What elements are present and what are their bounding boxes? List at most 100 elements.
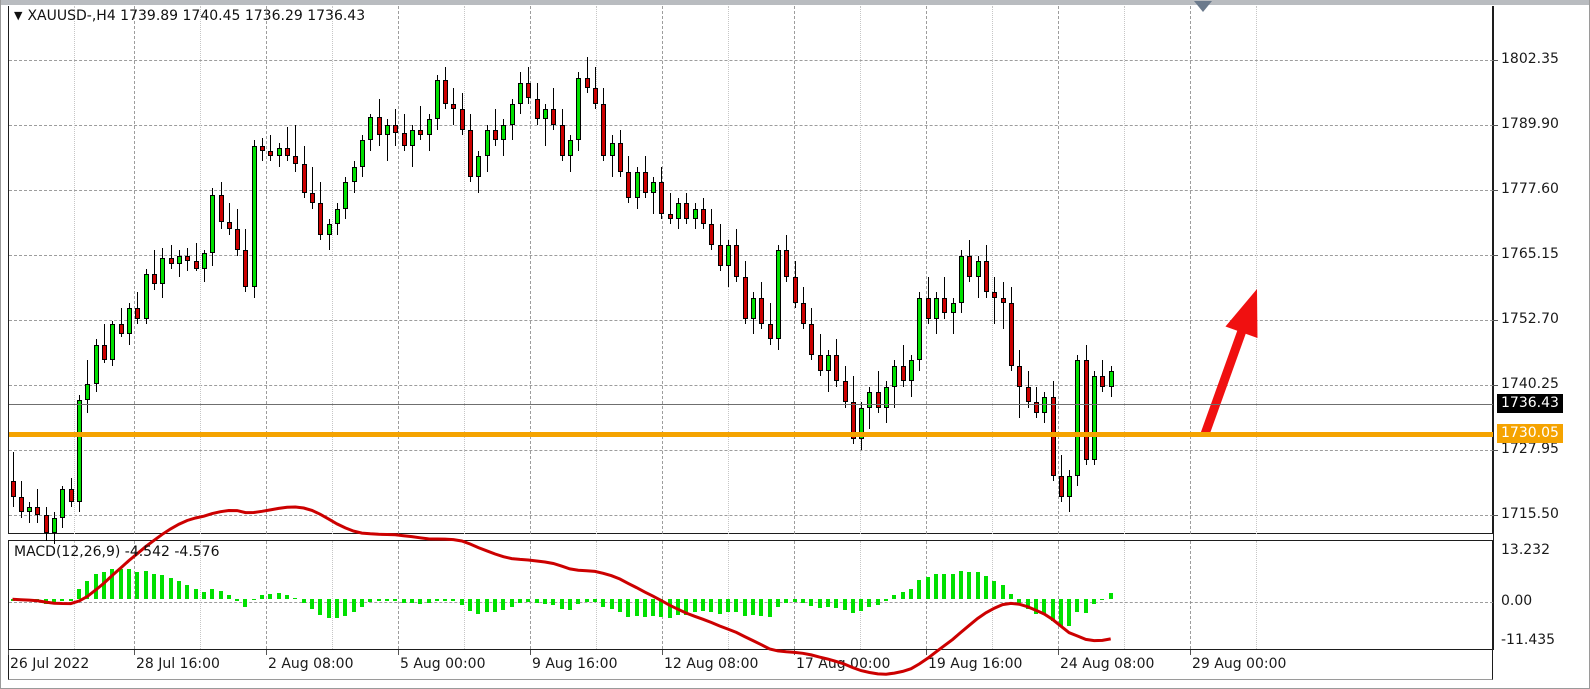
candle-bullish bbox=[510, 103, 515, 125]
time-gridline bbox=[1058, 6, 1059, 534]
candle-wick bbox=[587, 56, 588, 94]
candle-bearish bbox=[11, 480, 16, 497]
price-chart-panel[interactable] bbox=[8, 6, 1493, 534]
macd-histogram-bar bbox=[152, 573, 156, 600]
candle-wick bbox=[179, 250, 180, 277]
time-gridline-minor bbox=[860, 6, 861, 534]
candle-bearish bbox=[618, 143, 623, 172]
macd-histogram-bar bbox=[543, 599, 547, 604]
candle-bullish bbox=[518, 82, 523, 104]
chart-header: ▼ XAUUSD-,H4 1739.89 1740.45 1736.29 1736… bbox=[14, 8, 365, 24]
candle-bearish bbox=[626, 171, 631, 199]
macd-histogram-bar bbox=[1084, 599, 1088, 613]
macd-histogram-bar bbox=[102, 571, 106, 600]
time-axis-label: 29 Aug 00:00 bbox=[1192, 656, 1287, 672]
candle-bearish bbox=[1084, 360, 1089, 460]
candle-bearish bbox=[992, 292, 997, 298]
macd-histogram-bar bbox=[35, 599, 39, 603]
macd-histogram-bar bbox=[443, 599, 447, 601]
candle-bearish bbox=[718, 245, 723, 267]
macd-histogram-bar bbox=[1075, 599, 1079, 613]
candle-wick bbox=[287, 127, 288, 162]
macd-histogram-bar bbox=[393, 599, 397, 601]
candle-bearish bbox=[1001, 297, 1006, 303]
time-gridline-minor bbox=[332, 6, 333, 534]
candle-bearish bbox=[243, 250, 248, 288]
macd-histogram-bar bbox=[818, 599, 822, 609]
macd-histogram-bar bbox=[693, 599, 697, 613]
macd-histogram-bar bbox=[510, 599, 514, 607]
time-gridline-minor bbox=[464, 6, 465, 534]
macd-histogram-bar bbox=[435, 599, 439, 601]
candle-bearish bbox=[493, 129, 498, 141]
candle-bearish bbox=[984, 260, 989, 293]
candle-bearish bbox=[601, 103, 606, 157]
macd-histogram-bar bbox=[585, 599, 589, 602]
candle-bearish bbox=[784, 250, 789, 277]
macd-histogram-bar bbox=[11, 599, 15, 601]
price-axis[interactable]: 1802.35 1789.90 1777.60 1765.15 1752.70 1740.… bbox=[1493, 0, 1587, 689]
macd-axis-label: 13.232 bbox=[1501, 542, 1550, 558]
candle-bearish bbox=[185, 255, 190, 261]
macd-histogram-bar bbox=[476, 599, 480, 614]
time-axis-tick bbox=[8, 650, 9, 655]
macd-histogram-bar bbox=[659, 599, 663, 618]
chart-top-marker-icon[interactable] bbox=[1194, 1, 1212, 12]
candle-wick bbox=[670, 192, 671, 225]
macd-histogram-bar bbox=[268, 593, 272, 600]
macd-histogram-bar bbox=[851, 599, 855, 614]
candle-bearish bbox=[194, 260, 199, 269]
candle-bearish bbox=[643, 171, 648, 193]
price-axis-tick bbox=[1493, 515, 1498, 516]
macd-histogram-bar bbox=[743, 599, 747, 617]
time-axis-tick bbox=[926, 650, 927, 655]
candle-bearish bbox=[443, 80, 448, 104]
macd-histogram-bar bbox=[635, 599, 639, 617]
macd-histogram-bar bbox=[992, 580, 996, 600]
support-level-line[interactable] bbox=[9, 432, 1493, 437]
time-gridline bbox=[1058, 541, 1059, 649]
time-gridline-minor bbox=[1256, 541, 1257, 649]
macd-histogram-bar bbox=[402, 599, 406, 603]
time-axis-label: 28 Jul 16:00 bbox=[136, 656, 220, 672]
candle-wick bbox=[994, 276, 995, 324]
candle-bullish bbox=[610, 143, 615, 157]
candle-bearish bbox=[926, 297, 931, 319]
candle-bearish bbox=[19, 496, 24, 513]
price-axis-label: 1715.50 bbox=[1501, 506, 1559, 522]
macd-histogram-bar bbox=[1026, 599, 1030, 610]
candle-bearish bbox=[377, 116, 382, 136]
time-gridline-minor bbox=[596, 6, 597, 534]
candle-bearish bbox=[460, 108, 465, 130]
macd-histogram-bar bbox=[626, 599, 630, 617]
candle-bearish bbox=[260, 145, 265, 151]
candle-bearish bbox=[593, 88, 598, 104]
candle-bearish bbox=[743, 276, 748, 319]
candle-bullish bbox=[343, 182, 348, 209]
candle-bullish bbox=[144, 274, 149, 319]
macd-histogram-bar bbox=[418, 599, 422, 605]
macd-histogram-bar bbox=[884, 599, 888, 601]
triangle-down-icon[interactable]: ▼ bbox=[14, 9, 23, 22]
candle-bearish bbox=[135, 308, 140, 319]
price-scale-divider bbox=[1493, 6, 1494, 650]
support-price-badge: 1730.05 bbox=[1497, 424, 1563, 443]
candle-bullish bbox=[352, 166, 357, 183]
candle-bullish bbox=[859, 407, 864, 440]
time-axis-label: 17 Aug 00:00 bbox=[796, 656, 891, 672]
macd-histogram-bar bbox=[610, 599, 614, 609]
candle-bearish bbox=[701, 208, 706, 225]
time-axis-label: 26 Jul 2022 bbox=[10, 656, 90, 672]
macd-histogram-bar bbox=[377, 599, 381, 602]
macd-histogram-bar bbox=[318, 599, 322, 616]
candle-bullish bbox=[427, 119, 432, 136]
time-gridline bbox=[1190, 6, 1191, 534]
time-gridline-minor bbox=[1124, 541, 1125, 649]
time-gridline bbox=[926, 6, 927, 534]
macd-histogram-bar bbox=[127, 569, 131, 600]
candle-bearish bbox=[818, 355, 823, 371]
candle-wick bbox=[196, 242, 197, 272]
macd-histogram-bar bbox=[576, 599, 580, 605]
time-gridline-minor bbox=[464, 541, 465, 649]
